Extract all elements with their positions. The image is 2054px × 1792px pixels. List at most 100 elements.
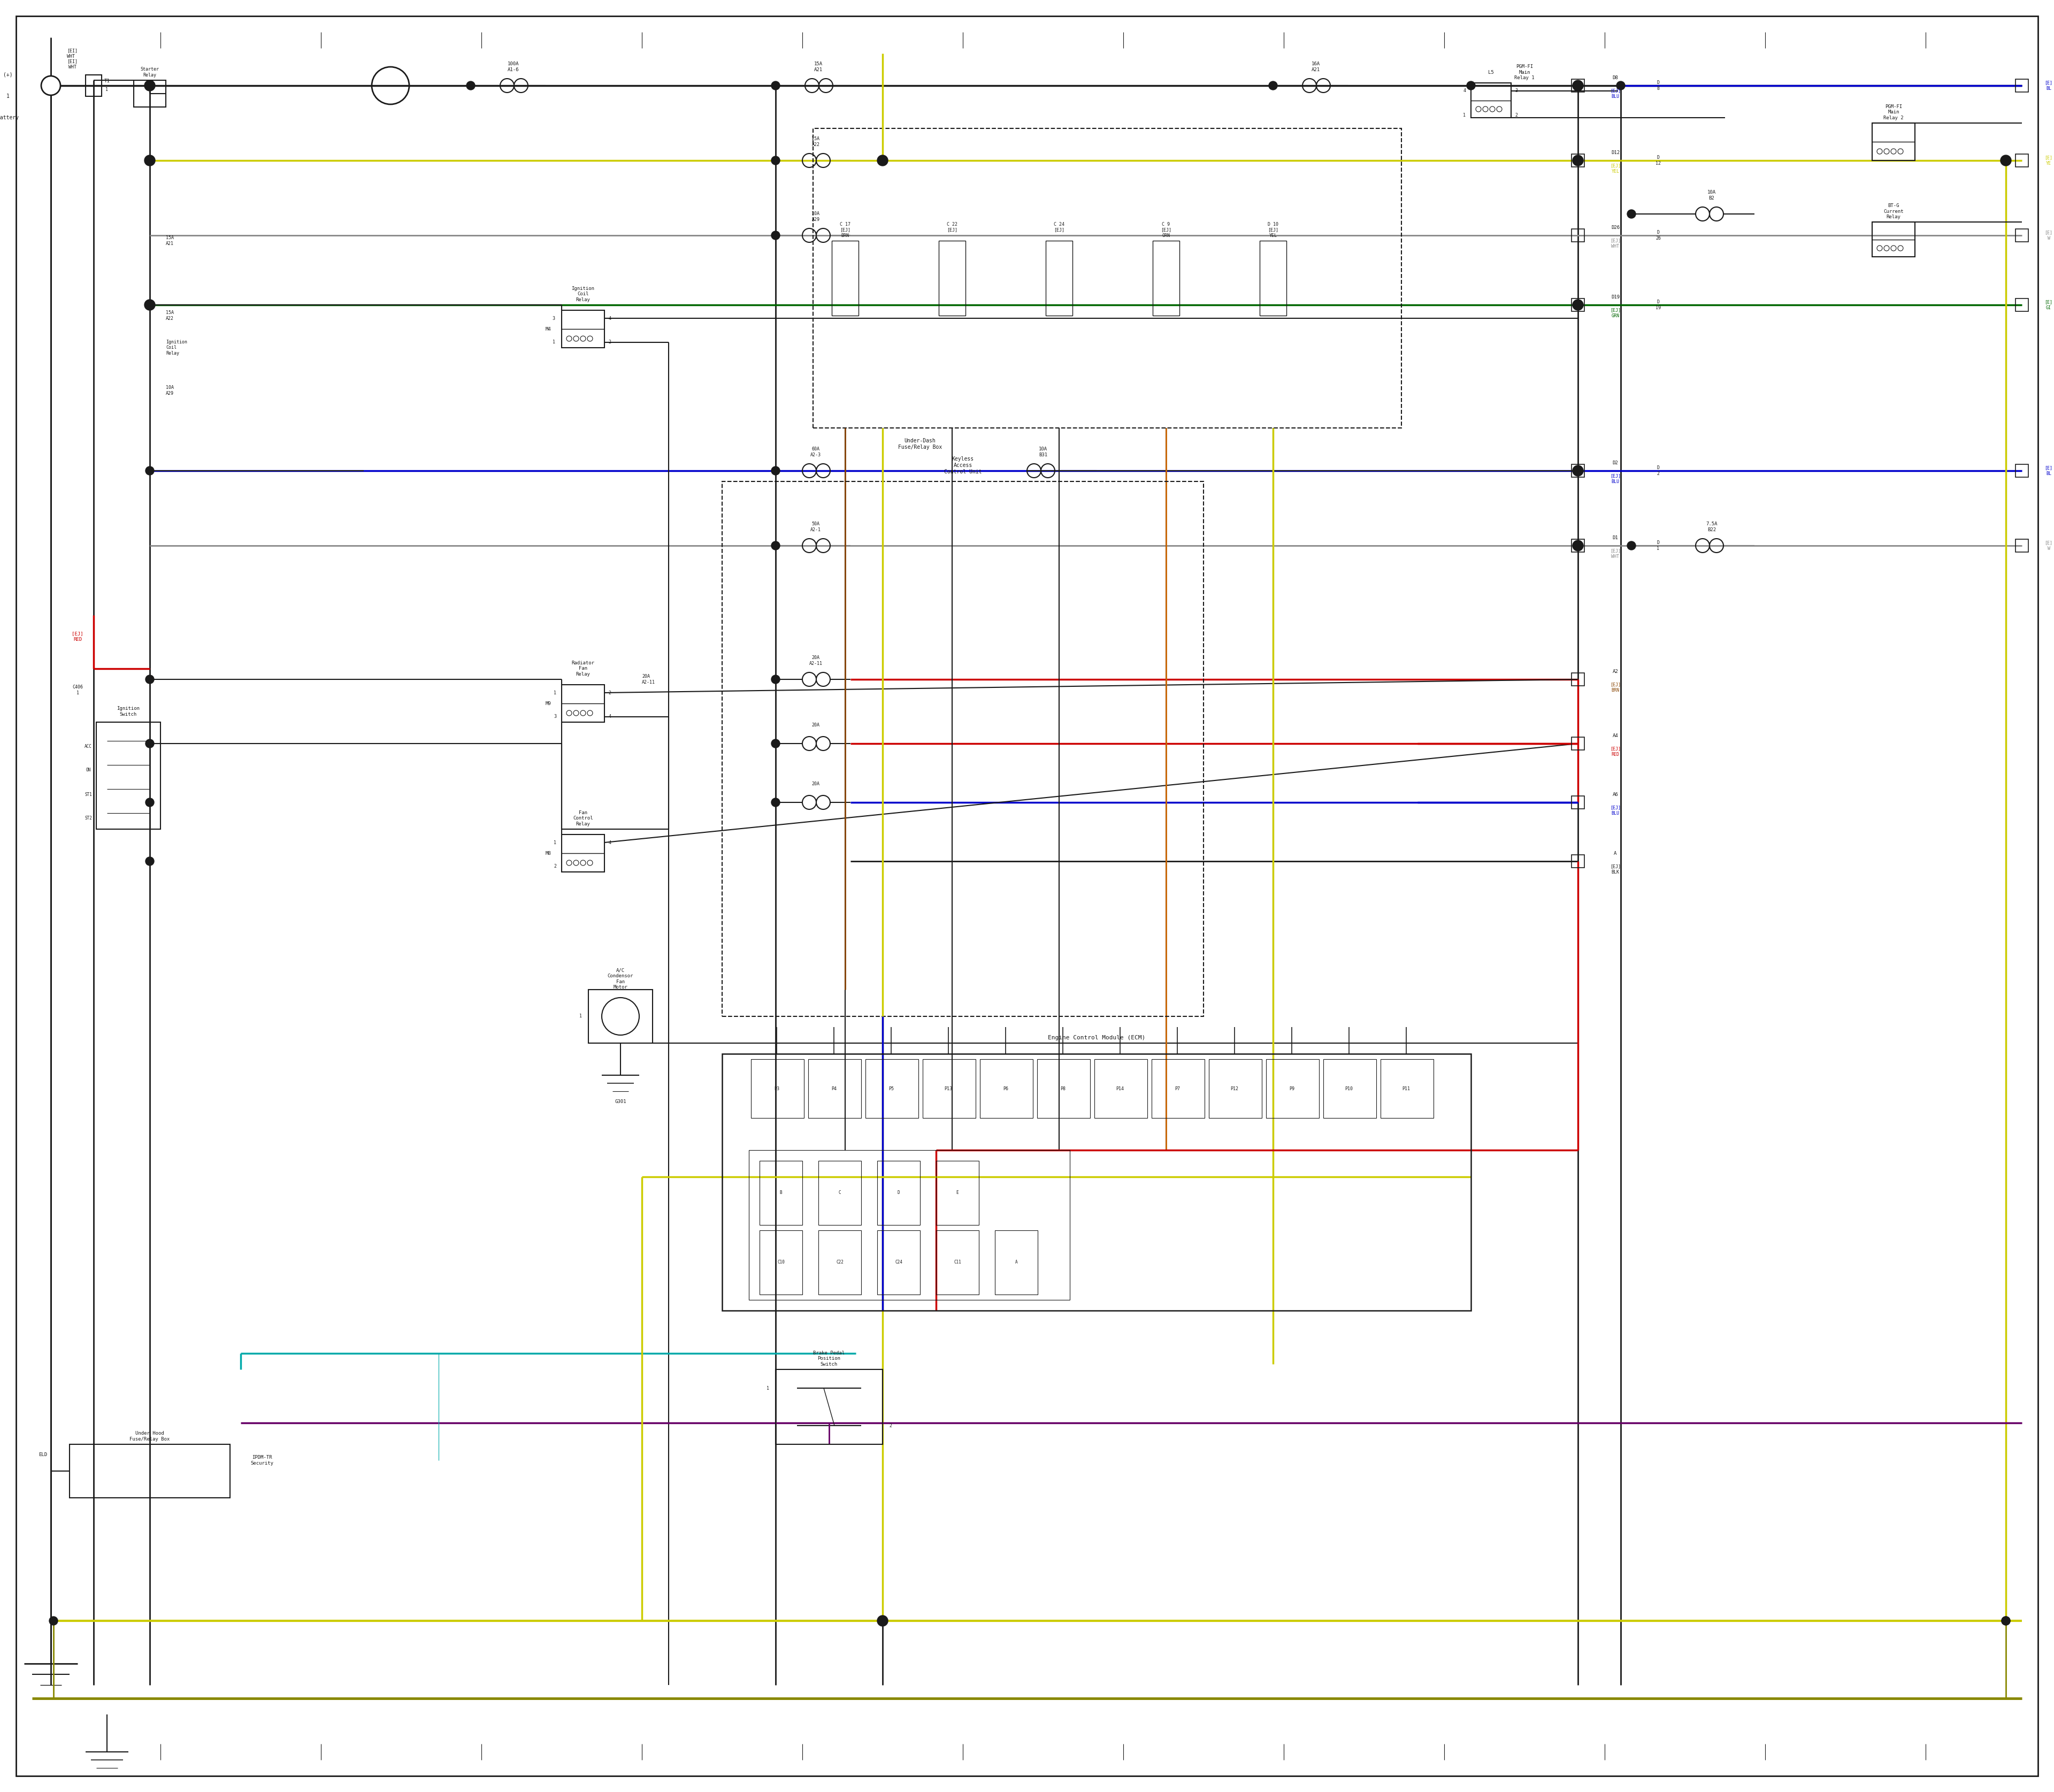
Text: 15A
A21: 15A A21	[166, 235, 175, 246]
Text: 50A
A2-1: 50A A2-1	[811, 521, 822, 532]
Bar	[1380, 1059, 1434, 1118]
Text: C10: C10	[776, 1260, 785, 1265]
Bar	[760, 1231, 803, 1294]
Text: 2: 2	[1516, 113, 1518, 118]
Text: 1: 1	[555, 840, 557, 844]
Bar	[561, 685, 604, 722]
Text: [E]
GI: [E] GI	[2044, 299, 2052, 310]
Text: D19: D19	[1610, 294, 1621, 299]
Text: 4: 4	[608, 840, 612, 844]
Text: C24: C24	[896, 1260, 902, 1265]
Bar	[922, 1059, 976, 1118]
Text: 1: 1	[766, 1385, 768, 1391]
Text: P11: P11	[1403, 1086, 1411, 1091]
Circle shape	[772, 231, 781, 240]
Bar	[750, 1150, 1070, 1299]
Bar	[97, 722, 160, 830]
Bar	[587, 989, 653, 1043]
Text: 1: 1	[1462, 113, 1467, 118]
Text: D26: D26	[1610, 226, 1621, 229]
Text: Ignition
Switch: Ignition Switch	[117, 706, 140, 717]
Bar	[776, 1369, 883, 1444]
Bar	[1471, 82, 1512, 118]
Circle shape	[772, 156, 781, 165]
Text: D12: D12	[1610, 151, 1621, 154]
Text: Ignition
Coil
Relay: Ignition Coil Relay	[166, 340, 187, 355]
Text: [EJ]
RED: [EJ] RED	[72, 631, 84, 642]
Circle shape	[146, 740, 154, 747]
Bar	[2015, 299, 2027, 312]
Bar	[723, 1054, 1471, 1310]
Circle shape	[49, 1616, 58, 1625]
Circle shape	[879, 156, 887, 165]
Bar	[1571, 299, 1584, 312]
Circle shape	[146, 301, 154, 310]
Circle shape	[1573, 299, 1584, 310]
Bar	[1045, 240, 1072, 315]
Circle shape	[2001, 156, 2011, 165]
Text: ON: ON	[86, 769, 90, 772]
Circle shape	[1573, 466, 1582, 475]
Bar	[1037, 1059, 1091, 1118]
Circle shape	[2001, 1616, 2011, 1625]
Text: [EJ]
BLU: [EJ] BLU	[1610, 88, 1621, 99]
Text: 1: 1	[105, 88, 109, 91]
Text: Battery: Battery	[0, 115, 18, 120]
Bar	[1152, 1059, 1204, 1118]
Circle shape	[2001, 156, 2011, 167]
Text: 15A
A21: 15A A21	[813, 61, 824, 72]
Text: [EJ]
WHT: [EJ] WHT	[1610, 548, 1621, 559]
Text: A6: A6	[1612, 792, 1619, 797]
Text: 20A: 20A	[811, 722, 820, 728]
Text: [E]
BL: [E] BL	[2044, 81, 2052, 91]
Text: Keyless
Access
Control Unit: Keyless Access Control Unit	[945, 457, 982, 475]
Text: P10: P10	[1345, 1086, 1354, 1091]
Text: [E]
YE: [E] YE	[2044, 156, 2052, 165]
Bar	[2015, 464, 2027, 477]
Bar	[760, 1161, 803, 1226]
Bar	[1571, 539, 1584, 552]
Circle shape	[772, 466, 781, 475]
Text: [E]
W: [E] W	[2044, 229, 2052, 240]
Text: D
26: D 26	[1656, 229, 1662, 240]
Text: 4: 4	[608, 715, 612, 719]
Bar	[877, 1231, 920, 1294]
Text: 20A: 20A	[811, 781, 820, 787]
Text: B: B	[781, 1190, 783, 1195]
Text: [EJ]
RED: [EJ] RED	[1610, 747, 1621, 756]
Circle shape	[772, 81, 781, 90]
Bar	[2015, 229, 2027, 242]
Text: 4: 4	[608, 315, 612, 321]
Text: [EJ]
BLU: [EJ] BLU	[1610, 805, 1621, 815]
Text: P3: P3	[774, 1086, 778, 1091]
Text: P4: P4	[832, 1086, 836, 1091]
Text: D
8: D 8	[1658, 81, 1660, 91]
Bar	[994, 1231, 1037, 1294]
Text: P8: P8	[1060, 1086, 1066, 1091]
Text: 2: 2	[555, 864, 557, 869]
Text: A: A	[1614, 851, 1616, 855]
Text: P12: P12	[1230, 1086, 1239, 1091]
Text: C 24
[EJ]: C 24 [EJ]	[1054, 222, 1064, 238]
Text: C 9
[EJ]
ORN: C 9 [EJ] ORN	[1161, 222, 1171, 238]
Bar	[1571, 855, 1584, 867]
Bar	[561, 310, 604, 348]
Text: Starter
Relay: Starter Relay	[140, 66, 158, 77]
Text: 10A
A29: 10A A29	[811, 211, 820, 222]
Text: [EJ]
WHT: [EJ] WHT	[1610, 238, 1621, 249]
Text: C 17
[EJ]
BRN: C 17 [EJ] BRN	[840, 222, 850, 238]
Bar	[2015, 154, 2027, 167]
Text: ST2: ST2	[84, 815, 92, 821]
Text: P14: P14	[1115, 1086, 1124, 1091]
Circle shape	[146, 676, 154, 683]
Text: [EJ]
BLU: [EJ] BLU	[1610, 473, 1621, 484]
Text: 20A
A2-11: 20A A2-11	[809, 656, 822, 667]
Circle shape	[877, 156, 887, 167]
Bar	[832, 240, 859, 315]
Circle shape	[772, 740, 781, 747]
Text: D
1: D 1	[1658, 541, 1660, 550]
Text: 3: 3	[1516, 88, 1518, 93]
Text: D
19: D 19	[1656, 299, 1662, 310]
Text: 2: 2	[608, 690, 612, 695]
Circle shape	[772, 541, 781, 550]
